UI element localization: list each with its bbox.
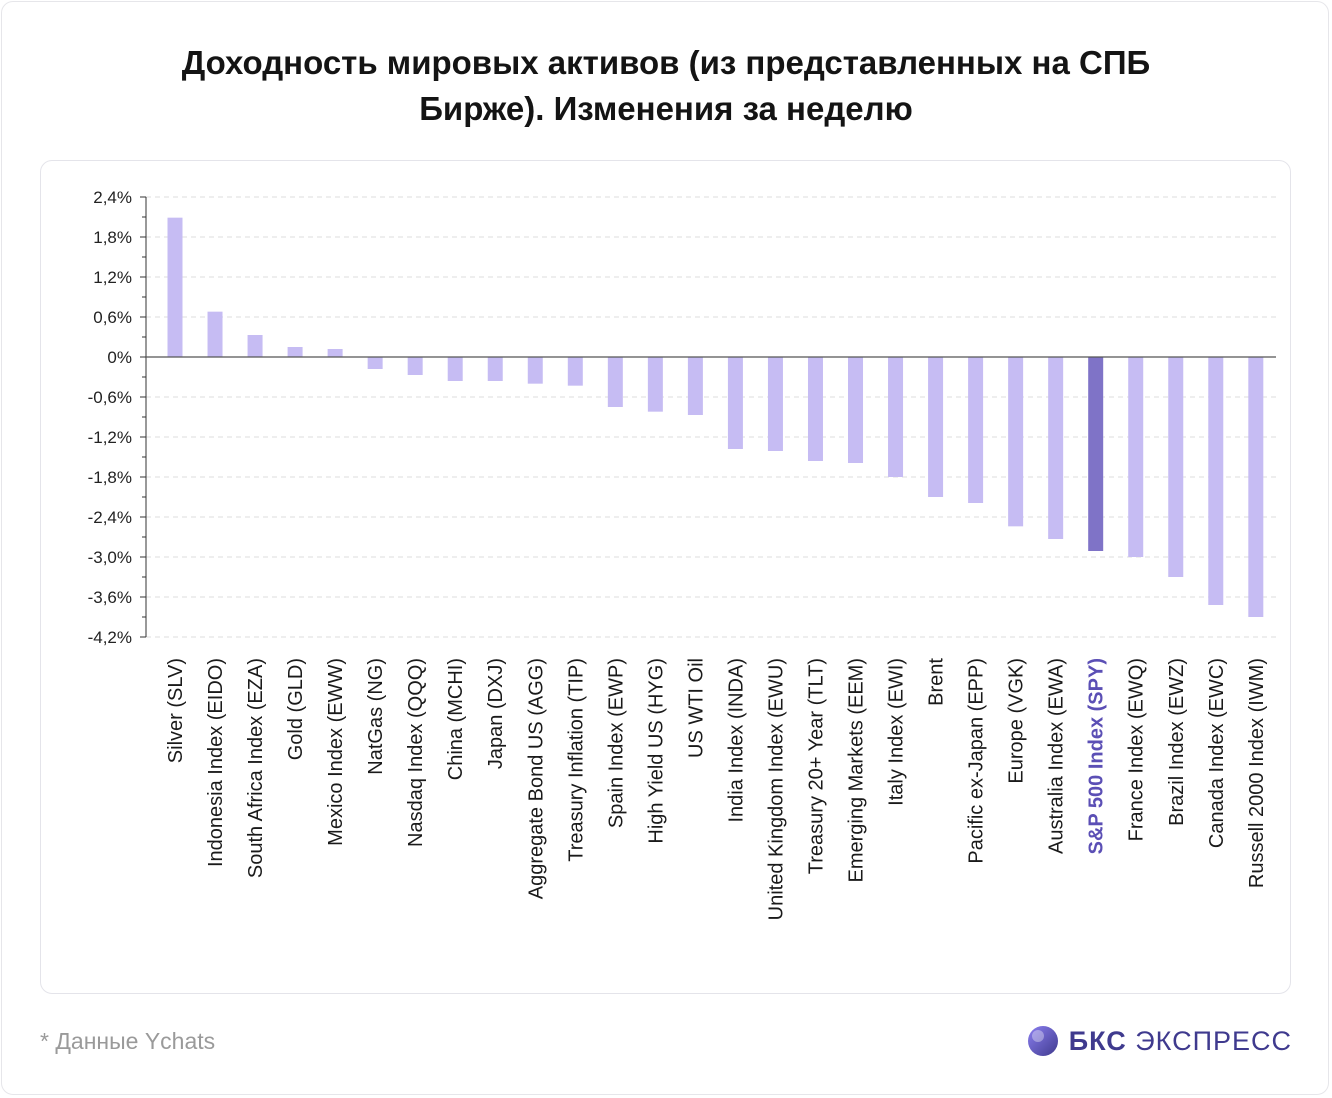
bar-3 xyxy=(287,347,303,357)
bar-2 xyxy=(247,335,263,357)
bar-8 xyxy=(487,357,503,381)
bar-5 xyxy=(367,357,383,369)
bar-14 xyxy=(727,357,743,449)
y-tick-label: 2,4% xyxy=(93,188,132,207)
y-tick-label: 0,6% xyxy=(93,308,132,327)
category-label-15: United Kingdom Index (EWU) xyxy=(765,658,787,920)
y-tick-label: -3,0% xyxy=(88,548,132,567)
category-label-7: China (MCHI) xyxy=(445,658,467,780)
bar-27 xyxy=(1248,357,1264,617)
y-tick-label: -2,4% xyxy=(88,508,132,527)
category-label-22: Australia Index (EWA) xyxy=(1046,658,1068,854)
bar-22 xyxy=(1048,357,1064,539)
brand-name-bold: БКС xyxy=(1068,1025,1127,1056)
data-source-footnote: * Данные Ychats xyxy=(40,1028,216,1054)
bar-0 xyxy=(167,217,183,357)
category-label-25: Brazil Index (EWZ) xyxy=(1166,658,1188,826)
category-label-12: High Yield US (HYG) xyxy=(645,658,667,844)
bar-18 xyxy=(888,357,904,477)
category-label-16: Treasury 20+ Year (TLT) xyxy=(805,658,827,874)
category-label-21: Europe (VGK) xyxy=(1006,658,1028,784)
category-label-3: Gold (GLD) xyxy=(285,658,307,760)
category-label-19: Brent xyxy=(926,658,948,706)
category-label-17: Emerging Markets (EEM) xyxy=(846,658,868,883)
chart-title: Доходность мировых активов (из представл… xyxy=(0,40,1332,132)
y-tick-label: -1,8% xyxy=(88,468,132,487)
category-label-2: South Africa Index (EZA) xyxy=(245,658,267,878)
bar-13 xyxy=(687,357,703,415)
bar-4 xyxy=(327,349,343,357)
bar-12 xyxy=(647,357,663,412)
y-tick-label: 0% xyxy=(107,348,132,367)
bar-1 xyxy=(207,311,223,357)
category-label-4: Mexico Index (EWW) xyxy=(325,658,347,846)
chart-title-line-1: Доходность мировых активов (из представл… xyxy=(181,44,1151,81)
bar-19 xyxy=(928,357,944,497)
category-label-18: Italy Index (EWI) xyxy=(886,658,908,806)
y-axis: 2,4% 1,8% 1,2% 0,6% 0% -0,6% -1,2% -1,8% -2,4% -3… xyxy=(88,188,147,647)
y-tick-label: 1,8% xyxy=(93,228,132,247)
bar-25 xyxy=(1168,357,1184,577)
y-tick-label: -4,2% xyxy=(88,628,132,647)
category-label-8: Japan (DXJ) xyxy=(485,658,507,769)
category-label-9: Aggregate Bond US (AGG) xyxy=(525,658,547,899)
bar-21 xyxy=(1008,357,1024,527)
bar-15 xyxy=(767,357,783,451)
bar-20 xyxy=(968,357,984,503)
category-label-13: US WTI Oil xyxy=(685,658,707,758)
y-tick-label: -3,6% xyxy=(88,588,132,607)
category-label-27: Russell 2000 Index (IWM) xyxy=(1246,658,1268,888)
bar-24 xyxy=(1128,357,1144,557)
y-tick-label: 1,2% xyxy=(93,268,132,287)
category-labels: Silver (SLV) Indonesia Index (EIDO) South … xyxy=(165,658,1268,921)
category-label-20: Pacific ex-Japan (EPP) xyxy=(966,658,988,864)
brand-name: БКС ЭКСПРЕСС xyxy=(1069,1026,1292,1057)
bar-23 xyxy=(1088,357,1104,551)
category-label-10: Treasury Inflation (TIP) xyxy=(565,658,587,862)
category-label-26: Canada Index (EWC) xyxy=(1206,658,1228,848)
category-label-11: Spain Index (EWP) xyxy=(605,658,627,828)
category-label-23: S&P 500 Index (SPY) xyxy=(1086,658,1108,854)
bks-logo-icon xyxy=(1027,1026,1058,1056)
bar-chart: 2,4% 1,8% 1,2% 0,6% 0% -0,6% -1,2% -1,8% -2,4% -3… xyxy=(88,188,1276,921)
category-label-24: France Index (EWQ) xyxy=(1126,658,1148,841)
category-label-1: Indonesia Index (EIDO) xyxy=(205,658,227,867)
bar-6 xyxy=(407,357,423,375)
category-label-6: Nasdaq Index (QQQ) xyxy=(405,658,427,847)
category-label-14: India Index (INDA) xyxy=(725,658,747,823)
category-label-5: NatGas (NG) xyxy=(365,658,387,775)
chart-card xyxy=(40,160,1291,994)
gridlines xyxy=(146,196,1276,638)
bar-17 xyxy=(848,357,864,463)
bar-16 xyxy=(807,357,823,461)
y-tick-label: -1,2% xyxy=(88,428,132,447)
bar-10 xyxy=(567,357,583,386)
chart-title-line-2: Бирже). Изменения за неделю xyxy=(419,90,913,127)
bar-11 xyxy=(607,357,623,407)
brand-logo: БКС ЭКСПРЕСС xyxy=(1027,1023,1292,1059)
bar-26 xyxy=(1208,357,1224,605)
bars xyxy=(167,217,1264,617)
y-tick-label: -0,6% xyxy=(88,388,132,407)
bar-9 xyxy=(527,357,543,384)
bar-7 xyxy=(447,357,463,381)
brand-name-rest: ЭКСПРЕСС xyxy=(1135,1025,1292,1056)
category-label-0: Silver (SLV) xyxy=(165,658,187,763)
